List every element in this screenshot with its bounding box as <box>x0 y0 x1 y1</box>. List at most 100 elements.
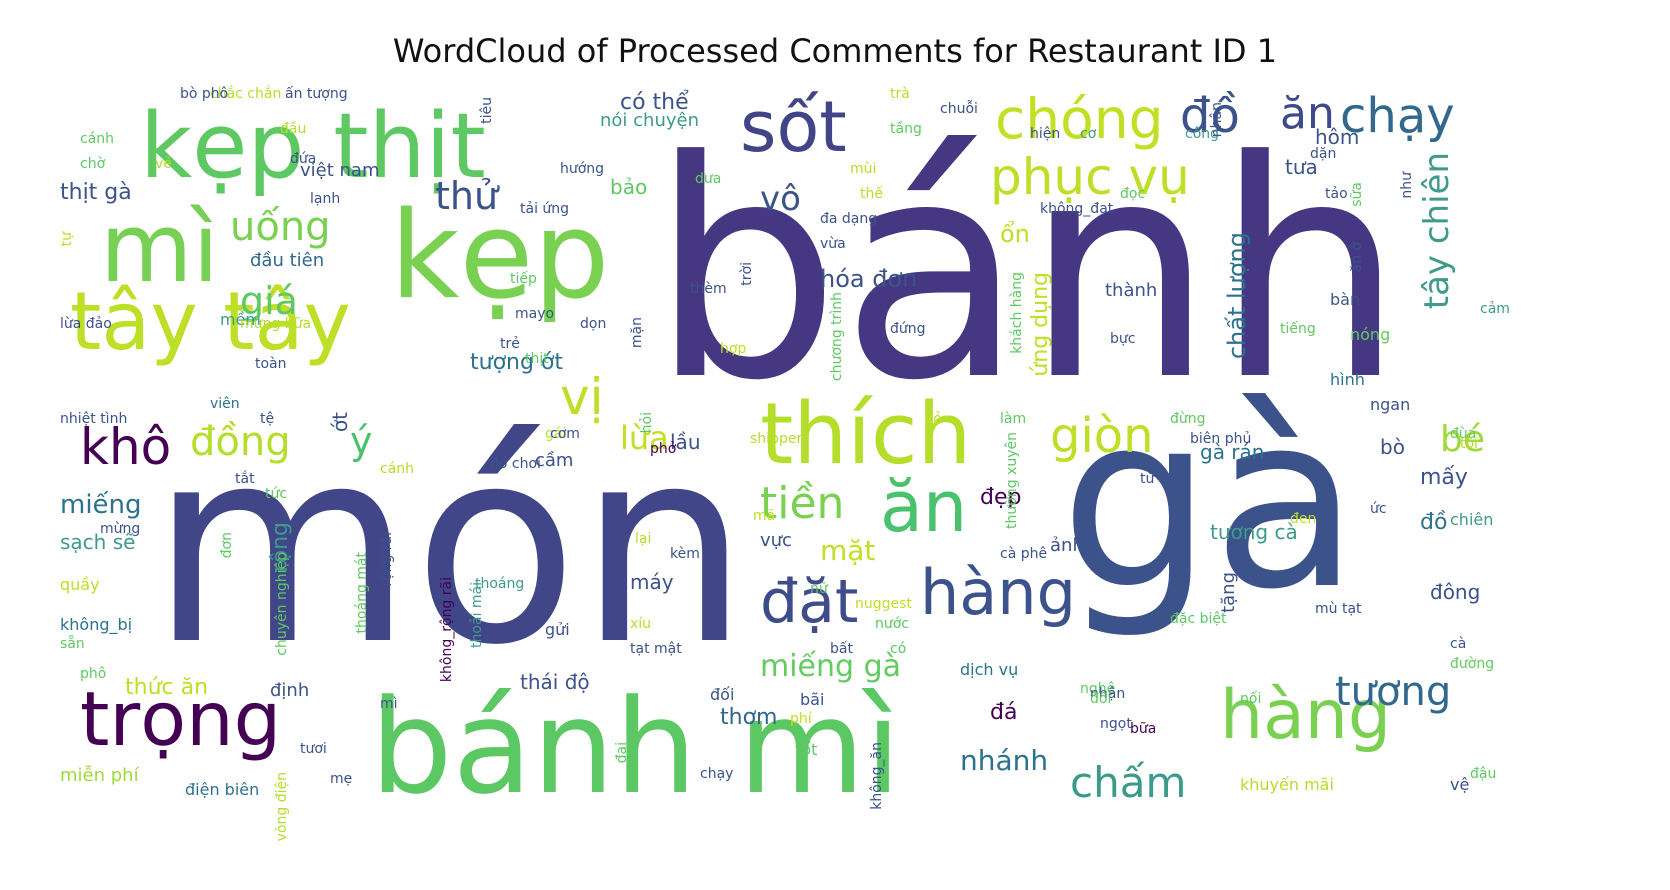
word-47: thái độ <box>520 672 590 692</box>
word-124: sữa <box>1350 182 1364 207</box>
word-149: hỏi <box>640 412 654 433</box>
word-53: ứng dụng <box>1030 272 1052 377</box>
word-153: tắt <box>235 472 255 486</box>
word-119: hiện <box>1030 127 1060 141</box>
word-155: mừng <box>100 522 140 536</box>
word-197: đừng <box>1170 412 1206 426</box>
word-45: tượng ớt <box>470 352 563 374</box>
word-104: viên <box>210 397 240 411</box>
word-126: như <box>1400 172 1414 199</box>
word-cloud: bánh món gà bánh mì kẹp kẹp thịt mì tây tây trọn… <box>60 82 1610 858</box>
word-67: thành <box>1105 282 1157 300</box>
word-159: không_rộng rãi <box>440 577 454 682</box>
word-178: bữa <box>1130 722 1156 736</box>
word-184: đại <box>615 742 629 763</box>
word-43: miếng <box>60 492 142 518</box>
word-113: lạnh <box>310 192 340 206</box>
word-123: dặn <box>1310 147 1336 161</box>
word-15: hàng <box>920 562 1076 624</box>
word-76: gửi <box>545 622 570 638</box>
word-174: mù tạt <box>1315 602 1362 616</box>
word-132: tải ứng <box>520 202 569 216</box>
word-70: nói chuyện <box>600 112 699 130</box>
word-114: hướng <box>560 162 604 176</box>
word-201: đen <box>1290 512 1316 526</box>
word-59: mấy <box>1420 467 1468 489</box>
word-91: tối <box>1460 437 1478 451</box>
word-179: ngọt <box>1100 717 1132 731</box>
word-186: vòng điện <box>275 772 289 841</box>
word-128: không_đạt <box>1040 202 1113 216</box>
word-64: tương cà <box>1210 522 1298 542</box>
word-63: bò <box>1380 437 1405 457</box>
word-24: chấm <box>1070 762 1186 804</box>
word-191: khách hàng <box>1010 272 1024 354</box>
word-127: đọc <box>1120 187 1145 201</box>
word-138: mayo <box>515 307 554 321</box>
word-102: nhiệt tình <box>60 412 127 426</box>
word-163: lại <box>635 532 651 546</box>
word-84: vệ <box>1450 777 1469 793</box>
word-122: nhân <box>1210 102 1224 137</box>
word-97: đường <box>1450 657 1494 671</box>
word-103: lừa đảo <box>60 317 112 331</box>
word-162: thoáng <box>475 577 524 591</box>
word-55: hôm <box>1315 127 1359 147</box>
word-107: đầu <box>280 122 306 136</box>
word-136: trời <box>740 262 754 286</box>
word-51: thơm <box>720 707 777 729</box>
word-158: rộng rãi <box>380 532 394 587</box>
word-37: nhánh <box>960 747 1048 775</box>
word-188: mẹ <box>330 772 352 786</box>
word-172: cà phê <box>1000 547 1047 561</box>
word-150: phở <box>650 442 676 456</box>
word-46: thức ăn <box>125 677 208 699</box>
word-96: cà <box>1450 637 1466 651</box>
word-171: có <box>890 642 906 656</box>
word-129: thế <box>860 187 883 201</box>
word-81: miễn phí <box>60 767 139 785</box>
word-140: mặn <box>630 317 644 348</box>
word-180: đổi <box>1090 692 1111 706</box>
word-101: sẵn <box>60 637 85 651</box>
word-166: xíu <box>630 617 651 631</box>
word-203: mã <box>753 509 775 523</box>
word-133: đa dạng <box>820 212 877 226</box>
word-164: kèm <box>670 547 700 561</box>
word-74: định <box>270 682 309 700</box>
word-89: ngan <box>1370 397 1410 413</box>
word-147: cơm <box>550 427 580 441</box>
word-170: bất <box>830 642 853 656</box>
word-85: đậu <box>1470 767 1496 781</box>
word-142: trẻ <box>500 337 520 351</box>
word-105: chờ <box>80 157 105 171</box>
word-22: vị <box>560 372 603 422</box>
word-195: vỏ <box>925 412 942 426</box>
word-143: thịt <box>525 352 549 366</box>
word-38: mặt <box>820 537 875 565</box>
word-93: chiên <box>1450 512 1493 528</box>
word-118: tầng <box>890 122 922 136</box>
word-98: quầy <box>60 577 100 593</box>
word-68: đầu tiên <box>250 252 324 270</box>
word-29: ý <box>350 422 373 460</box>
word-5: kẹp <box>390 197 610 317</box>
word-190: chương trình <box>830 292 844 381</box>
word-192: thường xuyên <box>1005 432 1019 529</box>
word-182: mì <box>380 697 398 711</box>
word-32: tây chiên <box>1420 152 1454 309</box>
word-42: ổn <box>1000 222 1030 246</box>
word-139: dọn <box>580 317 606 331</box>
word-30: thử <box>435 177 498 215</box>
word-193: đứng <box>890 322 926 336</box>
word-154: tức <box>265 487 287 501</box>
word-80: tốt <box>795 742 817 758</box>
word-160: thoáng mát <box>355 552 369 633</box>
word-168: nuggest <box>855 597 912 611</box>
word-83: khuyến mãi <box>1240 777 1334 793</box>
word-196: làm <box>1000 412 1026 426</box>
word-109: ấn tượng <box>285 87 348 101</box>
word-199: ăn ở <box>1350 242 1364 272</box>
word-185: chạy <box>700 767 733 781</box>
word-88: hình <box>1330 372 1365 388</box>
